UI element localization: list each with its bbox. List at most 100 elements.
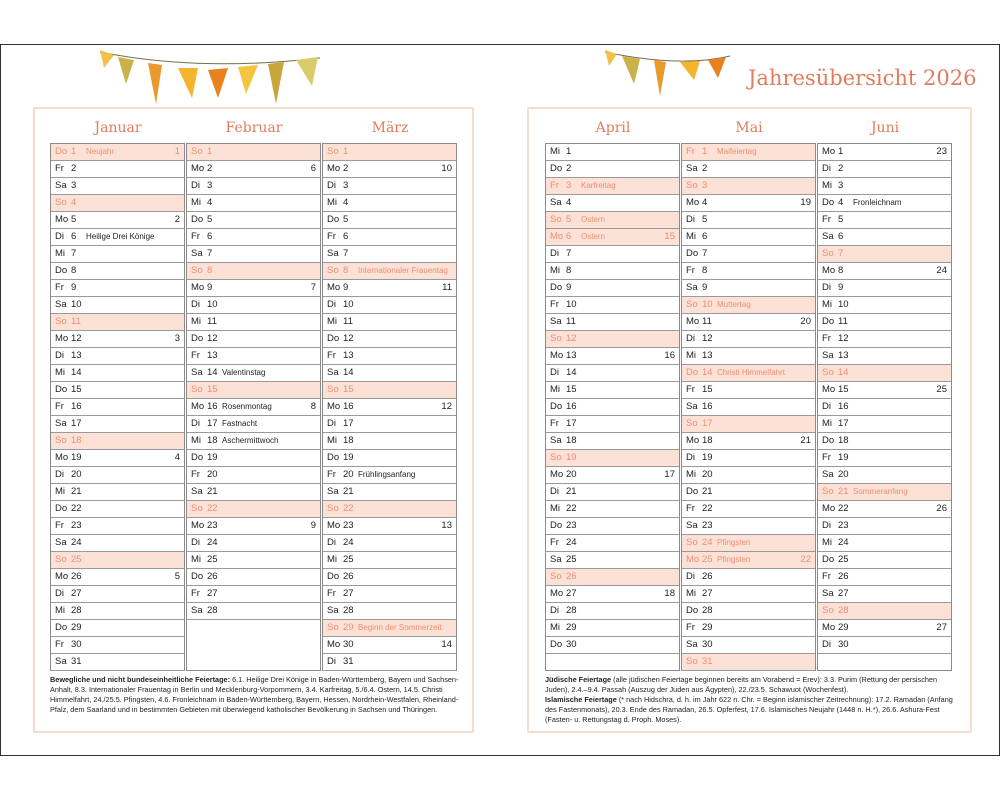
weekday: Mi xyxy=(822,299,833,310)
weekday: So xyxy=(327,146,339,157)
day-row: Fr 3 Karfreitag xyxy=(546,178,679,195)
footnote-entry: Bewegliche und nicht bundeseinheitliche … xyxy=(50,675,458,714)
weekday: Mi xyxy=(686,350,697,361)
day-number: 8 xyxy=(71,265,77,276)
weekday: Mo xyxy=(327,401,341,412)
day-number: 30 xyxy=(343,639,354,650)
day-number: 27 xyxy=(566,588,577,599)
day-number: 28 xyxy=(71,605,82,616)
day-number: 4 xyxy=(838,197,844,208)
day-row: Mi 15 xyxy=(546,382,679,399)
day-number: 19 xyxy=(207,452,218,463)
weekday: Mi xyxy=(822,537,833,548)
weekday: Di xyxy=(55,588,64,599)
weekday: Mo xyxy=(327,639,341,650)
day-number: 10 xyxy=(71,299,82,310)
weekday: So xyxy=(327,503,339,514)
weekday: Fr xyxy=(191,231,200,242)
day-number: 17 xyxy=(71,418,82,429)
day-number: 23 xyxy=(702,520,713,531)
weekday: Mo xyxy=(55,333,69,344)
day-row: Mi 11 xyxy=(323,314,456,331)
day-number: 11 xyxy=(566,316,576,327)
day-number: 18 xyxy=(71,435,82,446)
day-row: Mi 8 xyxy=(546,263,679,280)
day-number: 28 xyxy=(838,605,849,616)
week-number: 20 xyxy=(800,316,811,327)
week-number: 7 xyxy=(310,282,316,293)
weekday: Mo xyxy=(191,282,205,293)
weekday: Mo xyxy=(55,452,69,463)
holiday-note: Fastnacht xyxy=(222,419,258,428)
week-number: 14 xyxy=(441,639,452,650)
day-row: So 15 xyxy=(187,382,320,399)
day-number: 2 xyxy=(71,163,77,174)
day-number: 3 xyxy=(838,180,844,191)
day-row: Mi 21 xyxy=(51,484,184,501)
day-row: Sa 17 xyxy=(51,416,184,433)
weekday: Sa xyxy=(550,316,562,327)
footnote-text: 6.1. Heilige Drei Könige in Baden-Württe… xyxy=(50,675,459,714)
weekday: Do xyxy=(686,367,699,378)
holiday-note: Ostern xyxy=(581,232,606,241)
footnote-heading: Islamische Feiertage xyxy=(545,695,617,704)
weekday: Mo xyxy=(55,571,69,582)
day-row: Fr 19 xyxy=(818,450,951,467)
day-row: Sa 27 xyxy=(818,586,951,603)
weekday: Mi xyxy=(55,248,66,259)
day-number: 29 xyxy=(566,622,577,633)
day-number: 1 xyxy=(71,146,77,157)
day-number: 11 xyxy=(838,316,848,327)
day-row: Sa 10 xyxy=(51,297,184,314)
day-number: 14 xyxy=(343,367,354,378)
left-panel xyxy=(33,107,474,733)
holiday-note: Ostern xyxy=(581,215,606,224)
day-number: 27 xyxy=(71,588,82,599)
day-row: Mi 4 xyxy=(323,195,456,212)
week-number: 18 xyxy=(664,588,675,599)
week-number: 11 xyxy=(442,282,452,293)
weekday: So xyxy=(822,486,834,497)
weekday: Sa xyxy=(191,486,203,497)
day-row: Mo 4 19 xyxy=(682,195,815,212)
weekday: Do xyxy=(55,146,68,157)
weekday: Di xyxy=(55,350,64,361)
day-row: Do 29 xyxy=(51,620,184,637)
day-row: Do 30 xyxy=(546,637,679,654)
day-row: Sa 7 xyxy=(323,246,456,263)
day-row: Sa 6 xyxy=(818,229,951,246)
day-number: 9 xyxy=(566,282,572,293)
weekday: Mo xyxy=(327,282,341,293)
day-row: Di 21 xyxy=(546,484,679,501)
week-number: 27 xyxy=(936,622,947,633)
day-number: 6 xyxy=(71,231,77,242)
day-number: 20 xyxy=(838,469,849,480)
day-row: Mi 22 xyxy=(546,501,679,518)
day-row: Mi 24 xyxy=(818,535,951,552)
week-number: 23 xyxy=(936,146,947,157)
day-row: Do 22 xyxy=(51,501,184,518)
day-row: Do 8 xyxy=(51,263,184,280)
day-number: 25 xyxy=(207,554,218,565)
day-number: 30 xyxy=(566,639,577,650)
day-row: Mo 2 6 xyxy=(187,161,320,178)
day-number: 9 xyxy=(702,282,708,293)
day-number: 5 xyxy=(207,214,213,225)
day-row: Fr 10 xyxy=(546,297,679,314)
weekday: Mi xyxy=(822,418,833,429)
weekday: Mi xyxy=(55,486,66,497)
day-row: Sa 20 xyxy=(818,467,951,484)
day-row: Mo 23 9 xyxy=(187,518,320,535)
day-row: Mo 29 27 xyxy=(818,620,951,637)
day-row: Fr 27 xyxy=(323,586,456,603)
day-row: Di 23 xyxy=(818,518,951,535)
day-number: 6 xyxy=(566,231,572,242)
day-number: 27 xyxy=(702,588,713,599)
day-number: 24 xyxy=(838,537,849,548)
day-row: So 22 xyxy=(323,501,456,518)
day-row: Fr 27 xyxy=(187,586,320,603)
weekday: Mo xyxy=(550,231,564,242)
day-row: Di 2 xyxy=(818,161,951,178)
weekday: Do xyxy=(55,384,68,395)
day-number: 21 xyxy=(566,486,577,497)
